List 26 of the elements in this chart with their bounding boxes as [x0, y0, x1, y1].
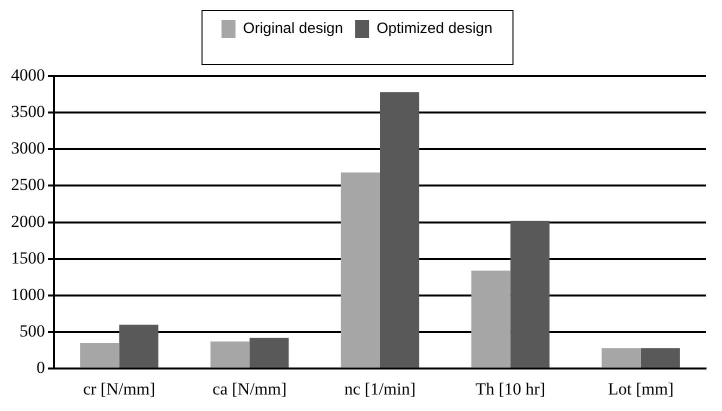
bar [340, 172, 380, 368]
x-tick-label: Lot [mm] [608, 379, 674, 398]
y-tick-label: 3500 [11, 102, 45, 122]
y-tick-label: 500 [20, 321, 45, 340]
y-tick-label: 4000 [11, 65, 45, 84]
bar [510, 220, 550, 368]
bar [640, 348, 680, 368]
y-tick-label: 0 [36, 358, 45, 378]
x-tick-label: cr [N/mm] [83, 379, 156, 398]
x-tick-label: Th [10 hr] [475, 379, 546, 398]
bar [380, 92, 420, 368]
y-tick-label: 3000 [11, 138, 45, 158]
x-tick-label: nc [1/min] [344, 379, 416, 398]
y-tick-label: 1500 [11, 248, 45, 268]
bar [471, 270, 510, 368]
legend-label: Original design [243, 20, 344, 38]
bar [210, 342, 250, 368]
bar [602, 348, 641, 368]
bar [80, 343, 120, 368]
y-tick-label: 2500 [11, 175, 45, 194]
y-tick-label: 2000 [11, 212, 45, 231]
bar [250, 338, 289, 368]
y-tick-label: 1000 [11, 284, 45, 304]
bar [119, 324, 158, 368]
x-tick-label: ca [N/mm] [212, 379, 287, 398]
legend-label: Optimized design [376, 20, 492, 38]
